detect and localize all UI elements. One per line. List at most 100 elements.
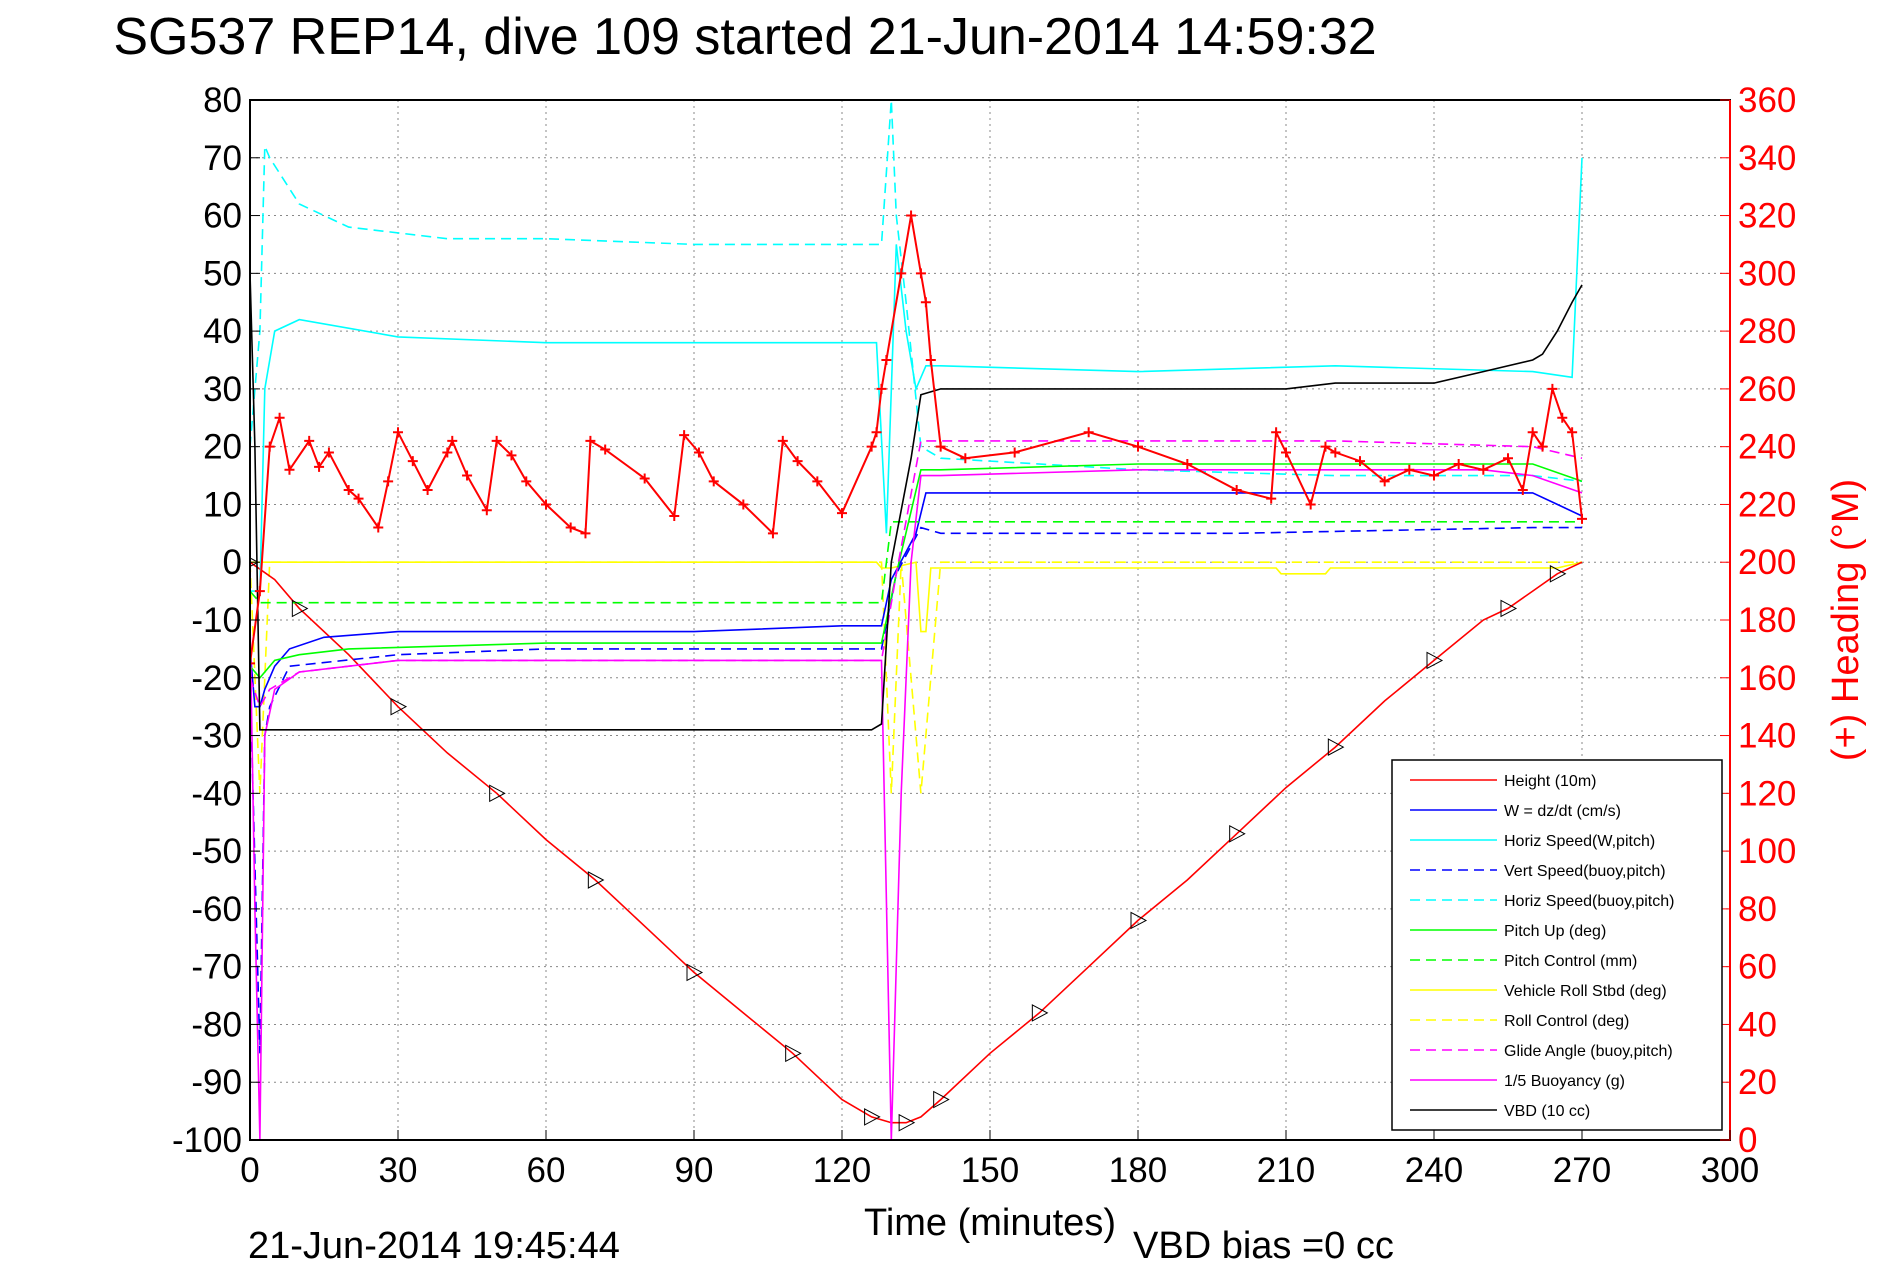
y-tick-label: -90 — [191, 1063, 242, 1102]
y2-tick-label: 140 — [1738, 717, 1796, 756]
y-tick-label: -80 — [191, 1005, 242, 1044]
heading-point — [1271, 427, 1282, 438]
y-tick-label: -30 — [191, 717, 242, 756]
legend-entry: Horiz Speed(buoy,pitch) — [1504, 893, 1674, 910]
heading-point — [541, 499, 551, 510]
height-marker — [1500, 599, 1518, 618]
y-tick-label: -10 — [191, 601, 242, 640]
series-line-10 — [250, 468, 1583, 1140]
heading-point — [442, 447, 453, 458]
heading-point — [738, 499, 749, 510]
y2-tick-label: 60 — [1738, 948, 1777, 987]
x-tick-label: 240 — [1405, 1151, 1463, 1190]
heading-point — [1404, 464, 1415, 475]
height-marker — [686, 963, 704, 982]
series-line-1 — [250, 492, 1583, 708]
heading-point — [264, 441, 275, 452]
heading-point — [925, 355, 936, 365]
legend-entry: Glide Angle (buoy,pitch) — [1504, 1043, 1673, 1060]
y2-tick-label: 320 — [1738, 197, 1796, 236]
x-tick-label: 270 — [1553, 1151, 1611, 1190]
heading-point — [274, 412, 285, 423]
legend-entry: W = dz/dt (cm/s) — [1504, 803, 1621, 820]
series-line-11 — [250, 273, 1583, 731]
heading-point — [881, 355, 892, 365]
heading-point — [1009, 447, 1020, 458]
y-tick-label: -100 — [172, 1121, 242, 1160]
heading-point — [777, 435, 788, 446]
heading-point — [585, 435, 596, 446]
heading-point — [812, 476, 823, 487]
heading-point — [693, 447, 704, 458]
series-line-8 — [250, 561, 1582, 794]
heading-point — [580, 528, 591, 539]
heading-point — [1355, 456, 1365, 467]
legend-entry: Pitch Control (mm) — [1504, 953, 1637, 970]
heading-point — [343, 485, 354, 495]
y-tick-label: -50 — [191, 832, 242, 871]
series-line-12 — [250, 215, 1583, 664]
y2-tick-label: 300 — [1738, 254, 1796, 293]
height-marker — [1327, 738, 1345, 756]
y2-tick-label: 360 — [1738, 81, 1796, 120]
y2-tick-label: 240 — [1738, 428, 1796, 467]
heading-point — [1133, 441, 1143, 452]
height-marker — [1426, 651, 1444, 670]
heading-point — [521, 476, 532, 487]
heading-point — [871, 427, 882, 438]
heading-point — [506, 450, 517, 461]
legend-entry: Horiz Speed(W,pitch) — [1504, 833, 1655, 850]
heading-point — [1537, 441, 1548, 452]
heading-point — [373, 522, 384, 533]
legend-entry: Height (10m) — [1504, 773, 1596, 790]
legend-entry: 1/5 Buoyancy (g) — [1504, 1073, 1625, 1090]
heading-point — [422, 485, 433, 495]
y-tick-label: 0 — [223, 543, 242, 582]
heading-point — [679, 430, 690, 441]
heading-point — [284, 464, 295, 475]
heading-point — [1503, 453, 1513, 464]
x-tick-label: 30 — [379, 1151, 418, 1190]
legend-entry: Vehicle Roll Stbd (deg) — [1504, 983, 1667, 1000]
heading-point — [407, 456, 418, 467]
heading-point — [323, 447, 334, 458]
x-tick-label: 180 — [1109, 1151, 1167, 1190]
y2-tick-label: 120 — [1738, 774, 1796, 813]
footer-timestamp: 21-Jun-2014 19:45:44 — [248, 1225, 620, 1262]
heading-point — [600, 444, 611, 455]
heading-point — [1266, 493, 1277, 504]
series-line-7 — [250, 561, 1583, 633]
y2-tick-label: 80 — [1738, 890, 1777, 929]
heading-point — [1083, 427, 1094, 438]
heading-point — [353, 493, 364, 504]
height-marker — [1229, 824, 1246, 843]
heading-point — [792, 456, 803, 467]
heading-point — [314, 461, 325, 472]
y2-tick-label: 160 — [1738, 659, 1796, 698]
legend-entry: Pitch Up (deg) — [1504, 923, 1606, 940]
x-tick-label: 210 — [1257, 1151, 1315, 1190]
heading-point — [669, 511, 680, 521]
heading-point — [920, 297, 931, 308]
heading-point — [565, 522, 576, 533]
y2-tick-label: 180 — [1738, 601, 1796, 640]
y-tick-label: 20 — [203, 428, 242, 467]
heading-point — [1429, 470, 1439, 481]
x-axis-label: Time (minutes) — [864, 1202, 1116, 1244]
y2-axis-label: (+) Heading (°M) — [1825, 479, 1867, 761]
heading-point — [708, 476, 719, 487]
height-marker — [898, 1113, 916, 1132]
y2-tick-label: 260 — [1738, 370, 1796, 409]
y-tick-label: 30 — [203, 370, 242, 409]
heading-point — [393, 427, 403, 438]
y-tick-label: 60 — [203, 197, 242, 236]
y2-tick-label: 100 — [1738, 832, 1796, 871]
height-marker — [390, 697, 408, 716]
chart-title: SG537 REP14, dive 109 started 21-Jun-201… — [113, 8, 1376, 66]
heading-point — [906, 210, 917, 221]
heading-point — [491, 435, 502, 446]
heading-point — [254, 586, 265, 597]
y2-tick-label: 340 — [1738, 139, 1796, 178]
x-tick-label: 0 — [240, 1151, 259, 1190]
